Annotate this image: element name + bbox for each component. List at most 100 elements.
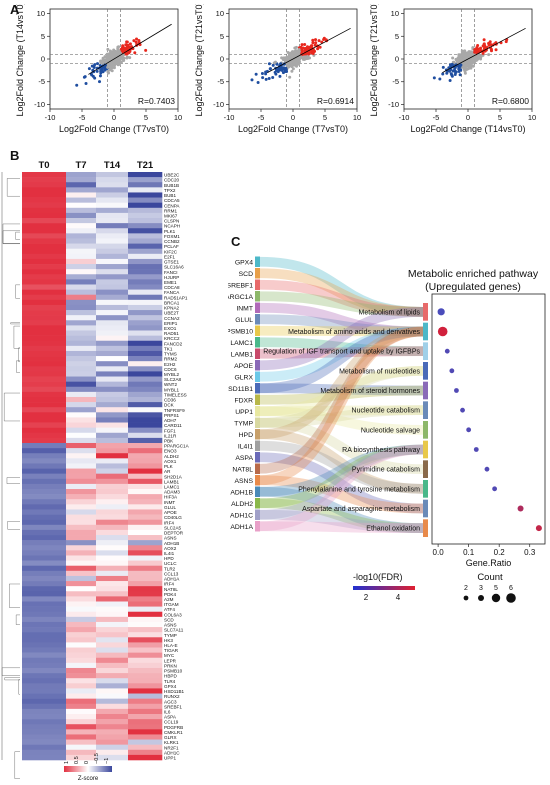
- scatter-point: [106, 65, 110, 69]
- heatmap-cell: [66, 361, 97, 367]
- heatmap-cell: [22, 396, 67, 403]
- heatmap-cell: [128, 238, 163, 244]
- heatmap-cell: [96, 402, 129, 408]
- scatter-point: [107, 71, 111, 75]
- heatmap-cell: [22, 427, 67, 434]
- heatmap-row-label: PLK1: [164, 229, 176, 234]
- dotplot-point: [466, 427, 472, 433]
- x-tick-label: 5: [144, 113, 148, 122]
- scatter-point: [117, 59, 121, 63]
- scatter-point: [132, 39, 136, 43]
- heatmap-cell: [22, 483, 67, 490]
- heatmap-row-label: HSD11B1: [164, 689, 185, 694]
- heatmap-cell: [66, 708, 97, 715]
- sankey-gene-label: IL4I1: [238, 443, 253, 450]
- heatmap-cell: [66, 535, 97, 541]
- sankey-gene-node: [255, 314, 260, 325]
- scatter-point: [303, 47, 307, 51]
- heatmap-cell: [128, 529, 163, 536]
- scatter-point: [121, 44, 125, 48]
- heatmap-cell: [22, 734, 67, 740]
- heatmap-cell: [128, 688, 163, 694]
- heatmap-cell: [96, 340, 129, 347]
- heatmap-row-label: ADH1A: [164, 577, 180, 582]
- heatmap-cell: [66, 499, 97, 505]
- heatmap-cell: [96, 473, 129, 480]
- heatmap-cell: [128, 489, 163, 495]
- heatmap-cell: [66, 289, 97, 296]
- scatter-point: [469, 52, 473, 56]
- legend-tick-label: 1: [64, 761, 70, 764]
- heatmap-cell: [128, 616, 163, 623]
- scatter-point: [313, 43, 317, 47]
- heatmap-cell: [66, 667, 97, 674]
- heatmap-row-label: ITGAM: [164, 602, 179, 607]
- scatter-point: [84, 81, 88, 85]
- heatmap-cell: [22, 248, 67, 255]
- heatmap-cell: [66, 560, 97, 567]
- heatmap-cell: [128, 350, 163, 357]
- scatter-point: [432, 76, 436, 80]
- sankey-link: [259, 486, 424, 534]
- scatter-point: [314, 41, 318, 45]
- heatmap-cell: [66, 422, 97, 428]
- dendrogram-branch: [15, 614, 20, 625]
- heatmap-cell: [96, 274, 129, 280]
- sankey-pathway-node: [423, 322, 428, 341]
- heatmap-cell: [96, 560, 129, 567]
- heatmap-cell: [96, 427, 129, 434]
- heatmap-cell: [96, 596, 129, 602]
- heatmap-cell: [22, 535, 67, 541]
- color-legend-tick: 4: [396, 593, 401, 602]
- scatter-point: [451, 56, 455, 60]
- heatmap-cell: [22, 596, 67, 602]
- heatmap-cell: [66, 412, 97, 418]
- y-tick-label: -10: [34, 100, 45, 109]
- dendrogram-branch: [10, 322, 20, 325]
- heatmap-cell: [22, 713, 67, 720]
- heatmap-cell: [66, 713, 97, 720]
- heatmap-cell: [96, 264, 129, 270]
- heatmap-cell: [128, 274, 163, 280]
- heatmap-row-label: CDCA5: [164, 198, 180, 203]
- sankey-gene-label: APOE: [234, 363, 253, 370]
- heatmap-cell: [66, 744, 97, 751]
- heatmap-cell: [96, 310, 129, 316]
- scatter-point: [449, 72, 453, 76]
- sankey-pathway-label: Nucleotide salvage: [361, 427, 420, 434]
- color-legend-label: -log10(FDR): [353, 572, 403, 582]
- sankey-gene-label: PSMB10: [228, 328, 253, 335]
- correlation-label: R=0.6800: [492, 96, 529, 106]
- scatter-point: [125, 40, 129, 44]
- heatmap-cell: [22, 258, 67, 265]
- heatmap-cell: [96, 299, 129, 306]
- heatmap-cell: [22, 601, 67, 607]
- sankey-gene-node: [255, 394, 260, 405]
- x-axis-label: Log2Fold Change (T7vsT0): [59, 124, 169, 134]
- scatter-point: [119, 60, 123, 64]
- heatmap-cell: [128, 550, 163, 556]
- sankey-link: [259, 444, 424, 532]
- sankey-pathway-node: [423, 460, 428, 478]
- heatmap-cell: [128, 575, 163, 582]
- heatmap-row-label: RRM1: [164, 208, 177, 213]
- size-legend-dot: [463, 595, 469, 601]
- scatter-point: [133, 51, 137, 55]
- heatmap-column-label: T21: [137, 160, 154, 171]
- sankey-link: [259, 383, 424, 396]
- scatter-point: [466, 63, 470, 67]
- heatmap-cell: [22, 524, 67, 531]
- heatmap-cell: [66, 427, 97, 434]
- heatmap-cell: [128, 729, 163, 735]
- heatmap-cell: [96, 396, 129, 403]
- heatmap-cell: [96, 545, 129, 551]
- heatmap-cell: [128, 386, 163, 393]
- sankey-pathway-node: [423, 440, 428, 459]
- sankey-pathway-label: RA biosynthesis pathway: [342, 447, 420, 454]
- color-legend-bar: [353, 586, 415, 590]
- scatter-point: [479, 46, 483, 50]
- heatmap-cell: [128, 356, 163, 362]
- heatmap-cell: [66, 310, 97, 316]
- heatmap-cell: [96, 422, 129, 428]
- heatmap-cell: [96, 627, 129, 633]
